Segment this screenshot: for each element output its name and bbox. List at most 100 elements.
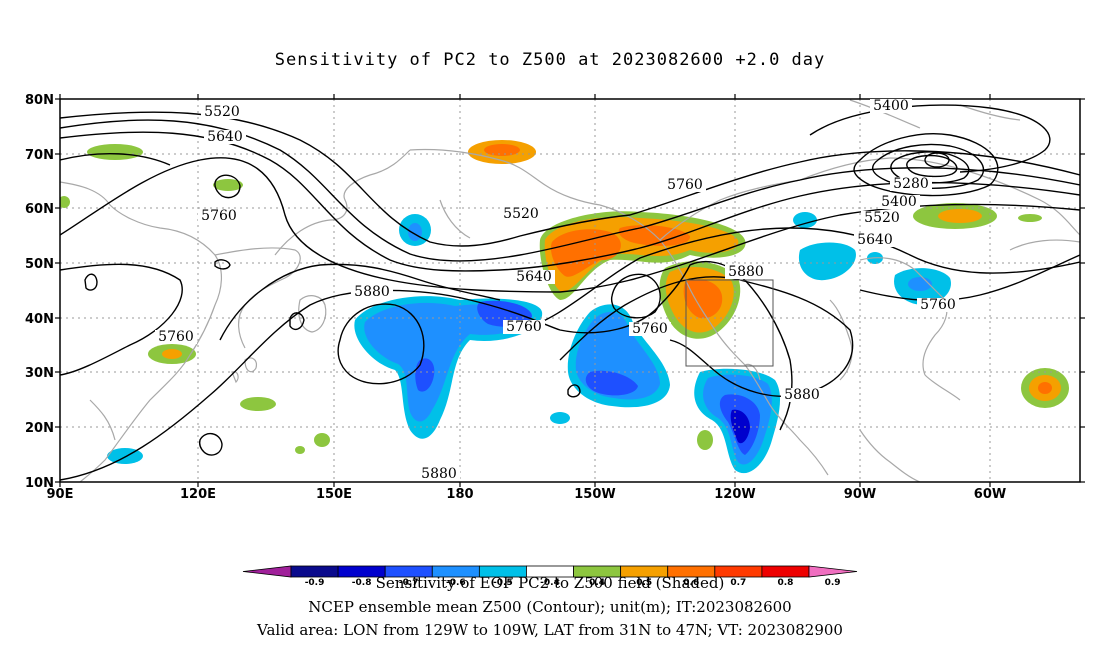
coastline-segment [1009,239,1080,251]
lon-tick-label: 60W [974,487,1006,502]
contour-label-bg [513,270,555,284]
coastline-segment [959,104,1021,121]
lat-tick-label: 20N [25,421,54,436]
contour-label-bg [500,207,542,221]
lat-tick-label: 60N [25,202,54,217]
caption-line-2: NCEP ensemble mean Z500 (Contour); unit(… [308,598,792,616]
contour-label-bg [201,105,243,119]
contour-label: 5760 [920,297,956,313]
contour-label: 5760 [158,329,194,345]
lat-tick-label: 70N [25,148,54,163]
colorbar-tick-label: -0.5 [493,578,513,588]
contour-label-bg [861,211,903,225]
coastline-segment [744,363,761,381]
contour-labels: 5520 5640 5760 5760 5880 5760 5880 5520 5640 5760… [155,98,959,482]
lat-tick-label: 50N [25,257,54,272]
contour-label: 5640 [857,232,893,248]
colorbar-tick-label: -0.8 [352,578,372,588]
contour-label-bg [629,322,671,336]
sensitivity-shading [60,140,1069,474]
colorbar-tick-label: -0.9 [305,578,325,588]
coastline-segment [599,204,829,476]
coastline-segment [439,199,471,239]
coastline-segment [409,148,601,206]
contour-label: 5760 [506,319,542,335]
coastline-segment [274,149,411,256]
colorbar-tick-label: 0.7 [730,578,746,588]
latitude-labels: 80N 70N 60N 50N 40N 30N 20N 10N [25,93,54,491]
contour-label-bg [155,330,197,344]
valid-area-box [685,279,774,367]
lat-tick-label: 80N [25,93,54,108]
contour-label-bg [870,99,912,113]
contour-label: 5400 [873,98,909,114]
coastline-segment [799,157,1080,236]
coastline-segment [659,179,801,241]
colorbar-tick-label: -0.6 [446,578,466,588]
longitude-labels: 90E 120E 150E 180 150W 120W 90W 60W [47,487,1007,502]
contour-label: 5880 [421,466,457,482]
colorbar-tick-label: 0.4 [589,578,605,588]
contour-label-bg [664,178,706,192]
colorbar-high-triangle [808,565,858,578]
contour-label: 5880 [784,387,820,403]
contour-label-bg [198,209,240,223]
contour-label-bg [204,130,246,144]
contour-label: 5640 [207,129,243,145]
colorbar-tick-label: 0.6 [683,578,699,588]
contour-label: 5880 [354,284,390,300]
coastline-segment [89,399,116,441]
z500-contours [60,104,1080,481]
colorbar-tick-label: -0.7 [399,578,419,588]
colorbar [242,565,858,578]
coastline-segment [829,299,853,381]
coastline-segment [214,247,301,349]
contour-label: 5760 [667,177,703,193]
colorbar-tick-labels: -0.9 -0.8 -0.7 -0.6 -0.5 -0.4 0.4 0.5 0.6 0.7 0.8 0… [305,578,841,588]
contour-label: 5520 [503,206,539,222]
contour-label-bg [503,320,545,334]
coastline-segment [924,374,961,401]
lon-tick-label: 180 [446,487,473,502]
lon-tick-label: 120W [714,487,755,502]
coastline-segment [244,357,257,373]
contour-label-bg [725,265,767,279]
map-gridlines [60,99,1080,482]
caption-line-3: Valid area: LON from 129W to 109W, LAT f… [257,621,843,639]
contour-label-bg [878,195,920,209]
contour-label-bg [418,467,460,481]
axis-ticks [55,94,1085,487]
contour-label-bg [854,233,896,247]
contour-label: 5280 [893,176,929,192]
colorbar-tick-label: 0.9 [825,578,841,588]
caption-line-1: Sensitivity of EOF PC2 to Z500 field (Sh… [375,574,725,592]
coastline-segment [849,99,921,129]
colorbar-tick-label: 0.5 [636,578,652,588]
lon-tick-label: 150W [574,487,615,502]
coastline-segment [298,295,327,333]
contour-label-bg [351,285,393,299]
colorbar-tick-label: -0.4 [540,578,560,588]
lon-tick-label: 90E [47,487,74,502]
lat-tick-label: 10N [25,476,54,491]
coastline-segment [859,429,921,482]
coastline-segment [60,181,222,482]
contour-label: 5760 [201,208,237,224]
lon-tick-label: 90W [844,487,876,502]
contour-label: 5520 [204,104,240,120]
contour-label: 5880 [728,264,764,280]
contour-label-bg [890,177,932,191]
lat-tick-label: 40N [25,312,54,327]
lon-tick-label: 150E [316,487,352,502]
contour-label: 5640 [516,269,552,285]
coastline-segment [231,371,239,384]
contour-label: 5760 [632,321,668,337]
contour-label: 5520 [864,210,900,226]
colorbar-tick-label: 0.8 [777,578,793,588]
lon-tick-label: 120E [180,487,216,502]
map-title: Sensitivity of PC2 to Z500 at 2023082600… [274,50,826,70]
map-frame [59,98,1081,483]
contour-label-bg [917,298,959,312]
lat-tick-label: 30N [25,366,54,381]
